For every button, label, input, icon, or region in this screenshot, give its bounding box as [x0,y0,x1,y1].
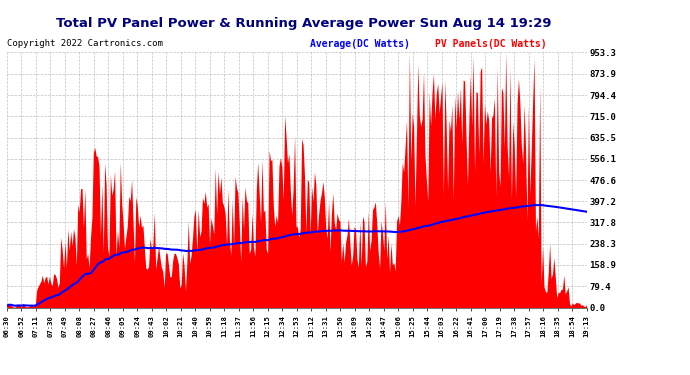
Text: Copyright 2022 Cartronics.com: Copyright 2022 Cartronics.com [7,39,163,48]
Text: Total PV Panel Power & Running Average Power Sun Aug 14 19:29: Total PV Panel Power & Running Average P… [56,17,551,30]
Text: PV Panels(DC Watts): PV Panels(DC Watts) [435,39,546,50]
Text: Average(DC Watts): Average(DC Watts) [310,39,411,50]
